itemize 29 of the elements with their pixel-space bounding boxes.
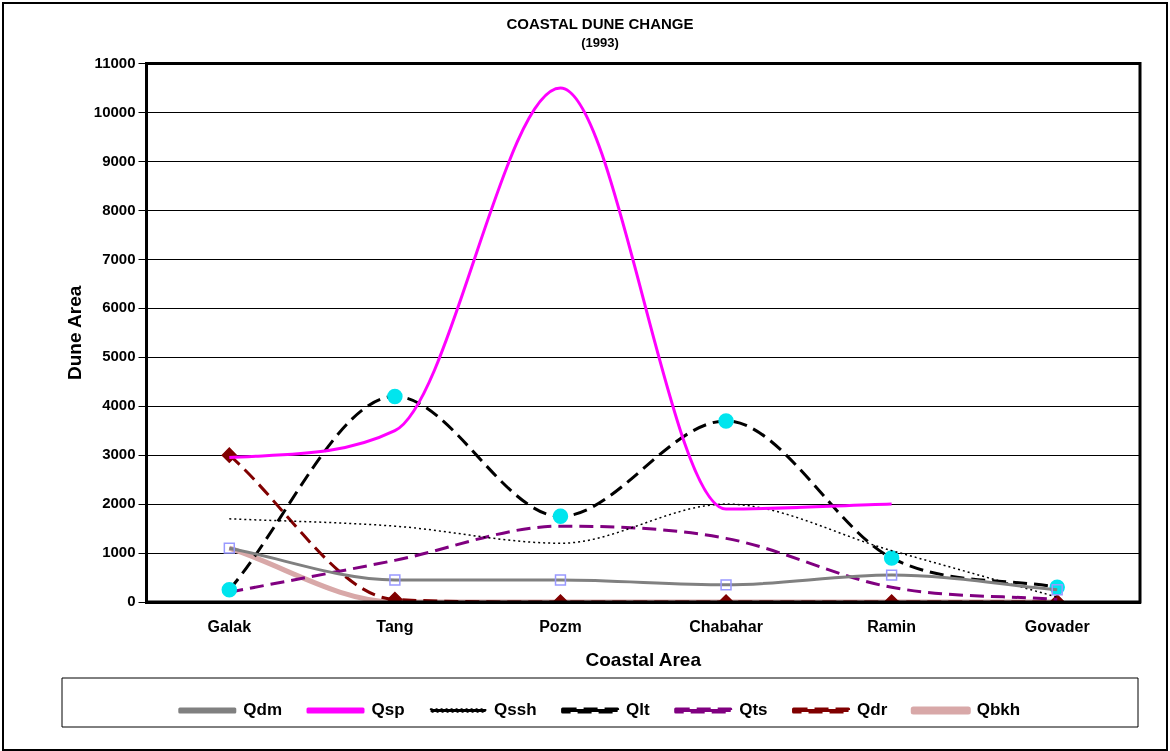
legend-label: Qdr xyxy=(857,700,888,720)
legend-label: Qsp xyxy=(371,700,405,720)
x-tick-label: Chabahar xyxy=(689,618,763,636)
x-tick-label: Govader xyxy=(1024,618,1090,636)
legend-label: Qbkh xyxy=(976,700,1021,720)
chart-title: COASTAL DUNE CHANGE xyxy=(506,15,694,33)
x-tick-label: Galak xyxy=(207,618,252,636)
y-tick-label: 7000 xyxy=(102,249,136,267)
y-tick-label: 4000 xyxy=(102,396,136,414)
y-tick-label: 6000 xyxy=(102,298,136,316)
y-tick-label: 5000 xyxy=(102,347,136,365)
y-axis-title: Dune Area xyxy=(63,285,85,380)
legend-label: Qlt xyxy=(626,700,651,720)
y-tick-label: 10000 xyxy=(93,102,136,120)
legend-label: Qssh xyxy=(494,700,537,720)
legend-label: Qdm xyxy=(243,700,283,720)
y-tick-label: 9000 xyxy=(102,151,136,169)
x-tick-label: Tang xyxy=(376,618,414,636)
y-tick-label: 1000 xyxy=(102,543,136,561)
legend-label: Qts xyxy=(739,700,768,720)
y-tick-label: 3000 xyxy=(102,445,136,463)
chart-subtitle: (1993) xyxy=(581,35,619,51)
y-tick-label: 11000 xyxy=(94,53,136,71)
x-axis-title: Coastal Area xyxy=(585,648,702,670)
y-tick-label: 2000 xyxy=(102,494,136,512)
x-tick-label: Ramin xyxy=(867,618,917,636)
y-tick-label: 8000 xyxy=(102,200,136,218)
y-tick-label: 0 xyxy=(127,592,136,610)
x-tick-label: Pozm xyxy=(539,618,582,636)
